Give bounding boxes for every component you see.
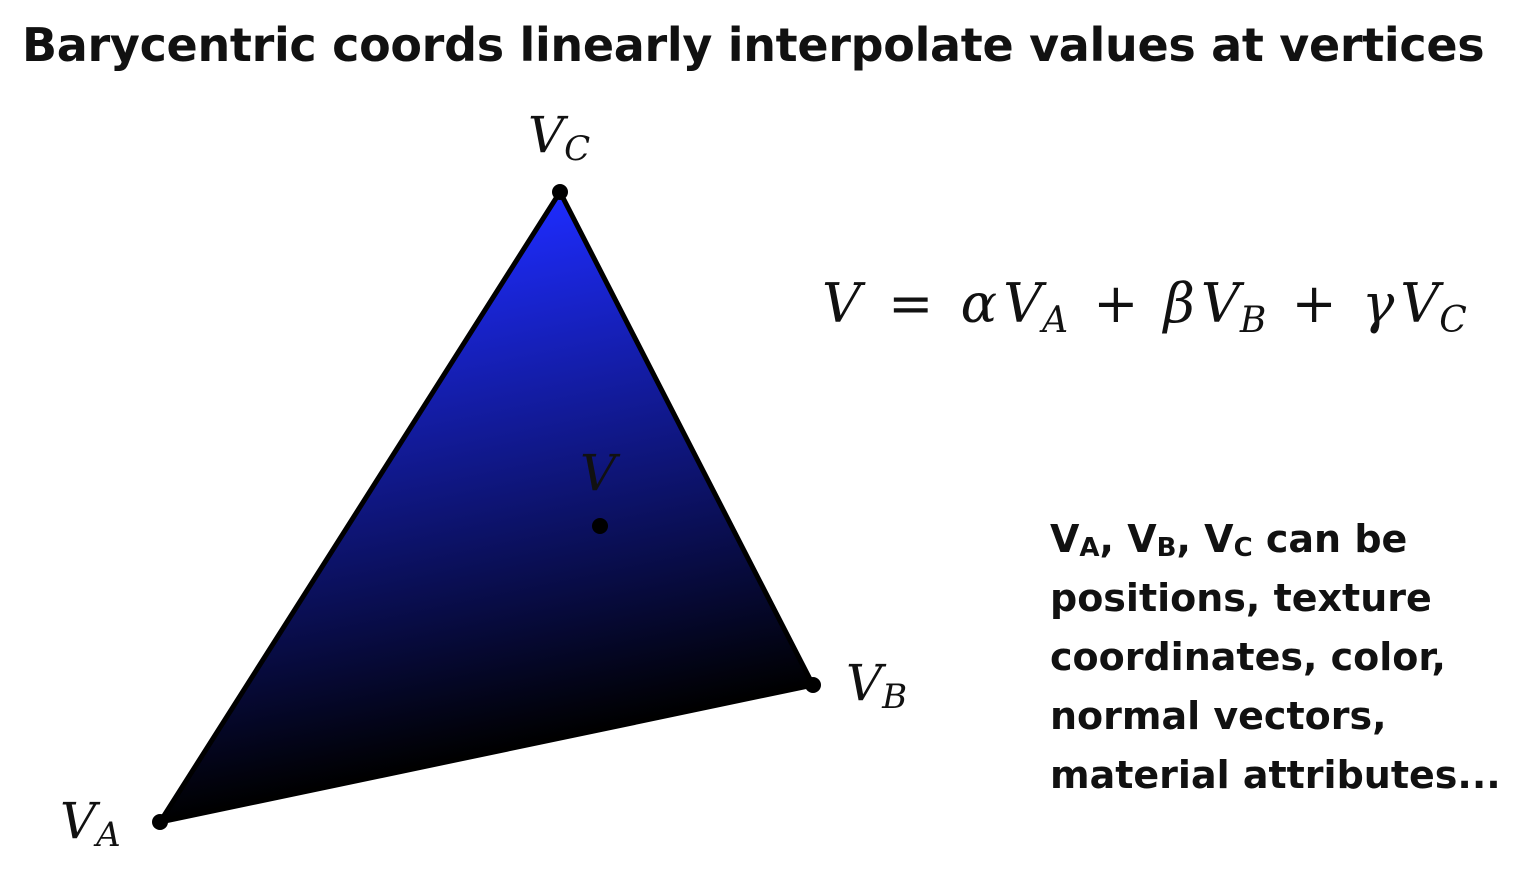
- equation-vc-sub: C: [1439, 300, 1467, 341]
- vertex-c-label-sub: C: [564, 129, 590, 169]
- equation-va-sub: A: [1039, 300, 1068, 341]
- vertex-b-dot: [805, 677, 821, 693]
- vertex-c-label: VC: [528, 106, 590, 169]
- equation-lhs: V: [822, 272, 866, 335]
- note-vc: VC: [1204, 517, 1253, 563]
- vertex-c-label-base: V: [528, 106, 569, 164]
- note-line-5: material attributes...: [1050, 753, 1501, 797]
- barycentric-equation: V = α VA + β VB + γ VC: [822, 272, 1467, 345]
- note-vb: VB: [1127, 517, 1177, 563]
- equation-plus-2: +: [1292, 272, 1337, 335]
- point-v-label: V: [580, 444, 621, 502]
- note-line-2: positions, texture: [1050, 576, 1432, 620]
- note-line-3: coordinates, color,: [1050, 635, 1446, 679]
- vertex-b-label-base: V: [846, 654, 887, 712]
- equation-beta: β: [1162, 272, 1195, 335]
- equation-equals: =: [888, 272, 933, 335]
- vertex-a-dot: [152, 814, 168, 830]
- equation-vb-base: V: [1201, 272, 1245, 335]
- slide-title: Barycentric coords linearly interpolate …: [22, 18, 1485, 72]
- vertex-b-label: VB: [846, 654, 907, 717]
- vertex-b-label-sub: B: [881, 677, 907, 717]
- vertex-c-dot: [552, 184, 568, 200]
- equation-gamma: γ: [1362, 272, 1395, 335]
- equation-va-base: V: [1003, 272, 1047, 335]
- equation-alpha: α: [961, 272, 997, 335]
- note-line-4: normal vectors,: [1050, 694, 1387, 738]
- vertex-a-label-base: V: [60, 792, 101, 850]
- equation-vb-sub: B: [1239, 300, 1266, 341]
- vertex-a-label: VA: [60, 792, 121, 855]
- equation-plus-1: +: [1093, 272, 1138, 335]
- equation-vc-base: V: [1400, 272, 1444, 335]
- note-va: VA: [1050, 517, 1100, 563]
- vertex-a-label-sub: A: [93, 815, 121, 855]
- note-line-1: VA, VB, VC can be: [1050, 517, 1408, 563]
- point-v-dot: [592, 518, 608, 534]
- attribute-note: VA, VB, VC can be positions, texture coo…: [1050, 510, 1530, 805]
- triangle-outline: [157, 189, 816, 825]
